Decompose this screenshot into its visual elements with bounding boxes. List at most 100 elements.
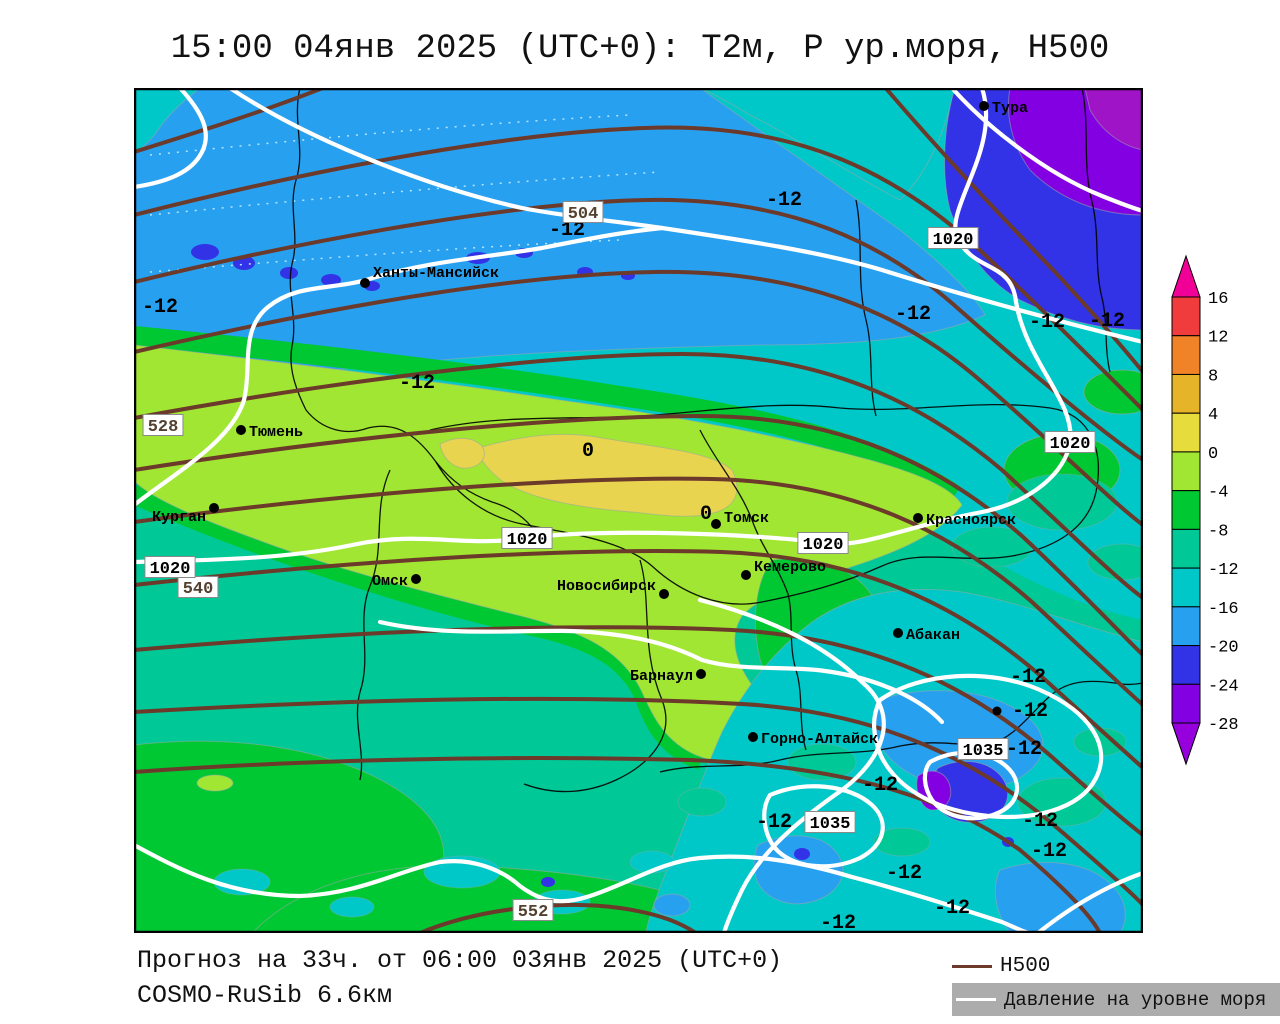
- pressure-contour-label: 1020: [1050, 435, 1091, 454]
- colorbar-tick-label: -20: [1208, 639, 1239, 658]
- h500-contour-label: 528: [148, 418, 179, 437]
- city-dot: [711, 519, 721, 529]
- pressure-line-sample: [956, 998, 996, 1001]
- city-label: Ханты-Мансийск: [373, 265, 499, 282]
- pressure-legend-label: Давление на уровне моря: [1004, 988, 1267, 1011]
- city-label: Кемерово: [754, 559, 826, 576]
- temp-label: -12: [766, 189, 802, 212]
- colorbar-arrow-above: [1171, 254, 1201, 298]
- colorbar-tick-label: -4: [1208, 484, 1228, 503]
- temp-label: -12: [1031, 840, 1067, 863]
- colorbar-band: [1171, 373, 1201, 414]
- colorbar-band: [1171, 296, 1201, 337]
- h500-contour-label-box: [177, 576, 219, 598]
- city-label: Горно-Алтайск: [761, 731, 878, 748]
- city-dot: [913, 513, 923, 523]
- city-dot: [893, 628, 903, 638]
- colorbar-tick-label: -24: [1208, 677, 1239, 696]
- temp-label: -12: [399, 372, 435, 395]
- colorbar-arrow-below: [1171, 722, 1201, 766]
- city-label: Омск: [372, 573, 408, 590]
- colorbar-tick-label: 12: [1208, 329, 1228, 348]
- colorbar-tick-label: 0: [1208, 445, 1218, 464]
- temp-label: -12: [820, 912, 856, 933]
- colorbar-tick-label: -8: [1208, 522, 1228, 541]
- temp-label: -12: [862, 774, 898, 797]
- pressure-contours: [134, 88, 1143, 933]
- city-dot: [748, 732, 758, 742]
- temp-label: -12: [1010, 666, 1046, 689]
- colorbar-band: [1171, 683, 1201, 724]
- colorbar-tick-label: -12: [1208, 561, 1239, 580]
- map-border: [134, 88, 1143, 933]
- city-dot: [979, 101, 989, 111]
- pressure-contour-label: 1020: [933, 231, 974, 250]
- city-label: Тура: [992, 100, 1028, 117]
- city-label: Абакан: [906, 627, 960, 644]
- city-dot: [741, 570, 751, 580]
- colorbar-band: [1171, 645, 1201, 685]
- h500-contour-label-box: [512, 899, 554, 921]
- h500-line-sample: [952, 964, 992, 968]
- city-label: Барнаул: [630, 668, 693, 685]
- city-markers: Тура Ханты-Мансийск Тюмень Курган Омск Томск Н…: [152, 100, 1028, 748]
- colorbar-tick-label: 16: [1208, 290, 1228, 309]
- h500-legend-label: Н500: [1000, 954, 1051, 978]
- station-dot: [992, 706, 1002, 716]
- colorbar-band: [1171, 528, 1201, 569]
- pressure-contour-label-box: [501, 527, 553, 549]
- colorbar-band: [1171, 606, 1201, 647]
- city-label: Новосибирск: [557, 578, 656, 595]
- temp-label: -12: [1022, 810, 1058, 833]
- colorbar-band: [1171, 335, 1201, 375]
- model-info: COSMO-RuSib 6.6км: [137, 981, 393, 1010]
- colorbar-band: [1171, 451, 1201, 492]
- h500-contour-label: 504: [568, 205, 599, 224]
- colorbar-tick-label: -28: [1208, 716, 1239, 735]
- city-dot: [696, 669, 706, 679]
- temp-label: -12: [756, 811, 792, 834]
- isoline-labels: 504 528 540 552 1020 1020 1020 1020 1020 1035 1035: [142, 201, 1096, 922]
- h500-contours: [134, 88, 1143, 933]
- colorbar-tick-label: -16: [1208, 600, 1239, 619]
- temp-label: -12: [549, 219, 585, 242]
- temp-label: -12: [886, 862, 922, 885]
- temp-label: 0: [700, 503, 712, 526]
- temp-label: -12: [142, 296, 178, 319]
- h500-contour-label-box: [562, 201, 604, 223]
- h500-contour-label: 552: [518, 903, 549, 922]
- pressure-contour-label: 1020: [803, 536, 844, 555]
- colorbar-band: [1171, 567, 1201, 608]
- temp-label: 0: [582, 440, 594, 463]
- temp-label: -12: [1006, 738, 1042, 761]
- temp-label: -12: [1029, 311, 1065, 334]
- map-area: 0 0 -12 -12 -12 -12 -12 -12 -12 -12 -12 -12 -12 -12 -1…: [134, 88, 1143, 933]
- forecast-info: Прогноз на 33ч. от 06:00 03янв 2025 (UTC…: [137, 946, 783, 975]
- pressure-contour-label: 1035: [963, 742, 1004, 761]
- colorbar-tick-label: 4: [1208, 406, 1218, 425]
- pressure-contour-label-box: [797, 532, 849, 554]
- city-dot: [209, 503, 219, 513]
- pressure-contour-label-box: [927, 227, 979, 249]
- temp-label: -12: [1012, 700, 1048, 723]
- legend-h500: Н500: [952, 953, 1280, 979]
- pressure-contour-label: 1020: [507, 531, 548, 550]
- city-label: Тюмень: [249, 424, 303, 441]
- colorbar-tick-label: 8: [1208, 367, 1218, 386]
- page-title: 15:00 04янв 2025 (UTC+0): Т2м, P ур.моря…: [170, 30, 1110, 68]
- city-label: Красноярск: [926, 512, 1016, 529]
- city-label: Томск: [724, 510, 769, 527]
- city-label: Курган: [152, 509, 206, 526]
- pressure-contour-label-box: [957, 738, 1009, 760]
- pressure-contour-label-box: [1044, 431, 1096, 453]
- temperature-labels: 0 0 -12 -12 -12 -12 -12 -12 -12 -12 -12 -12 -12 -12 -1…: [142, 189, 1125, 933]
- pressure-contour-label: 1035: [810, 815, 851, 834]
- pressure-contour-label-box: [804, 811, 856, 833]
- pressure-contour-label: 1020: [150, 560, 191, 579]
- pressure-contour-label-box: [144, 556, 196, 578]
- h500-contour-label: 540: [183, 580, 214, 599]
- colorbar-band: [1171, 412, 1201, 453]
- weather-map-svg: 0 0 -12 -12 -12 -12 -12 -12 -12 -12 -12 -12 -12 -12 -1…: [134, 88, 1143, 933]
